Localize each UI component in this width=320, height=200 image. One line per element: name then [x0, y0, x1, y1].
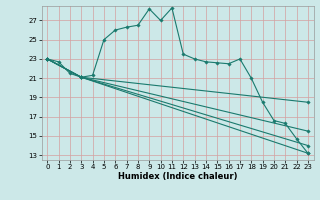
X-axis label: Humidex (Indice chaleur): Humidex (Indice chaleur)	[118, 172, 237, 181]
